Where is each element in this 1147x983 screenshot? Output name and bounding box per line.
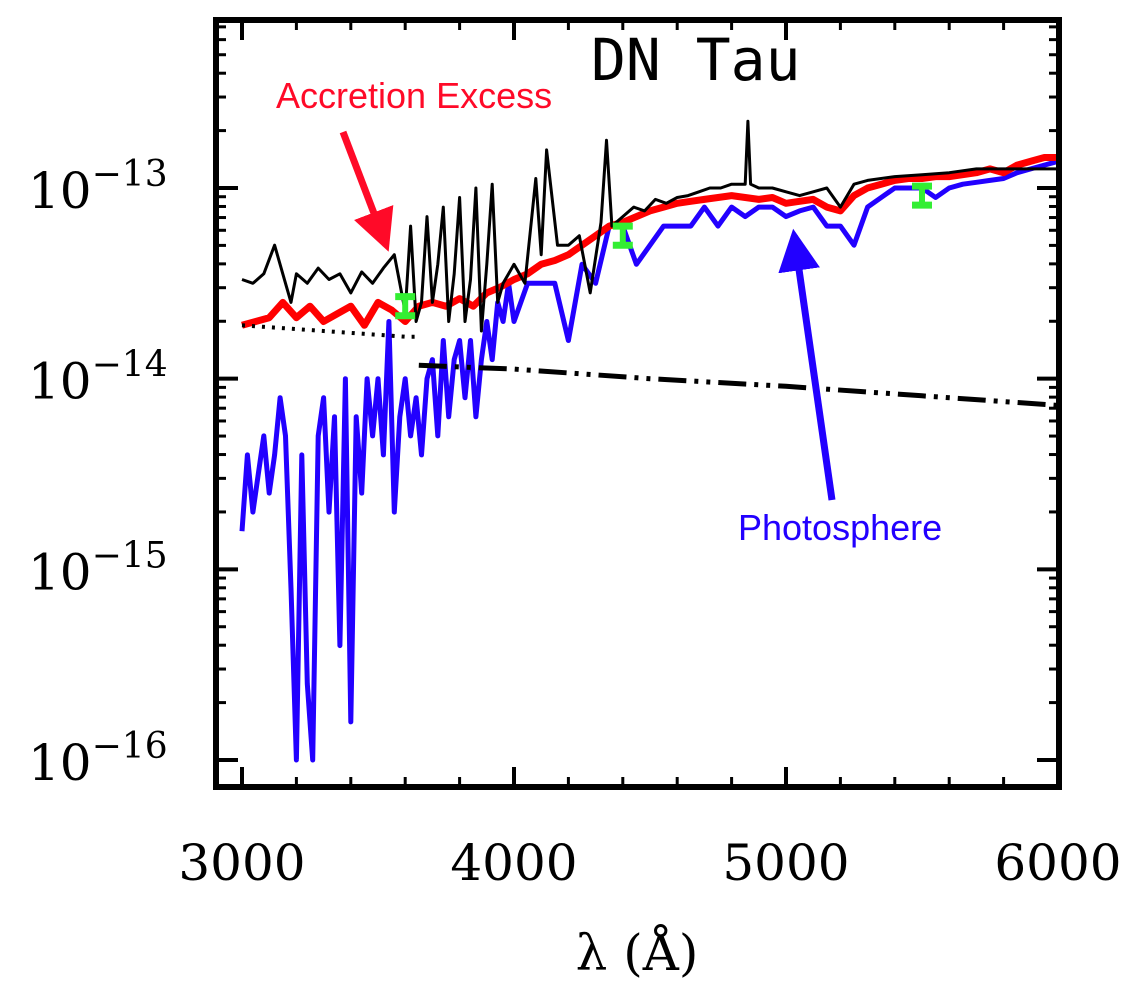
- x-tick-label: 6000: [994, 834, 1121, 892]
- photometry-point: [612, 222, 633, 249]
- photometry-layer: [395, 182, 932, 320]
- annotations: Accretion Excess Photosphere: [276, 75, 942, 548]
- annotation-arrow: [778, 228, 836, 501]
- y-tick-label: 10−16: [28, 726, 168, 792]
- series-layer: [239, 119, 1059, 763]
- annotation-label: Photosphere: [738, 507, 942, 548]
- y-tick-label: 10−13: [28, 154, 168, 220]
- series-line-photosphere: [239, 158, 1059, 763]
- y-tick-label: 10−15: [28, 535, 168, 601]
- y-tick-label: 10−14: [28, 345, 168, 411]
- photometry-point: [912, 182, 932, 209]
- series-line-observed: [241, 119, 1058, 333]
- x-tick-label: 3000: [178, 834, 305, 892]
- annotation-arrow: [339, 130, 394, 252]
- x-tick-label: 5000: [722, 834, 849, 892]
- series-line-dotted-model: [241, 323, 419, 339]
- photometry-point: [395, 293, 416, 320]
- x-tick-label: 4000: [450, 834, 577, 892]
- axis-ticks: 3000 4000 5000 6000 10−13 10−14 10−15 10−16: [28, 20, 1122, 892]
- chart-title: DN Tau: [591, 26, 801, 94]
- series-line-accretion-excess: [241, 154, 1058, 329]
- x-axis-label: λ (Å): [576, 923, 699, 982]
- plot-frame: [213, 17, 1062, 790]
- annotation-label: Accretion Excess: [276, 75, 552, 116]
- series-line-dash-dot-model: [418, 362, 1059, 408]
